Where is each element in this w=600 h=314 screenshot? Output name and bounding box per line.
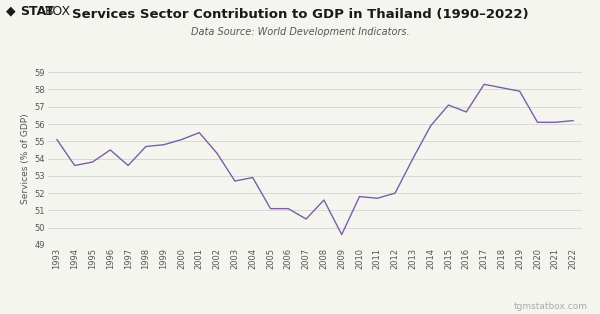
Text: tgmstatbox.com: tgmstatbox.com bbox=[514, 302, 588, 311]
Text: STAT: STAT bbox=[20, 5, 53, 18]
Text: ◆: ◆ bbox=[6, 5, 16, 18]
Text: BOX: BOX bbox=[45, 5, 71, 18]
Text: Services Sector Contribution to GDP in Thailand (1990–2022): Services Sector Contribution to GDP in T… bbox=[71, 8, 529, 21]
Y-axis label: Services (% of GDP): Services (% of GDP) bbox=[22, 113, 31, 204]
Text: Data Source: World Development Indicators.: Data Source: World Development Indicator… bbox=[191, 27, 409, 37]
